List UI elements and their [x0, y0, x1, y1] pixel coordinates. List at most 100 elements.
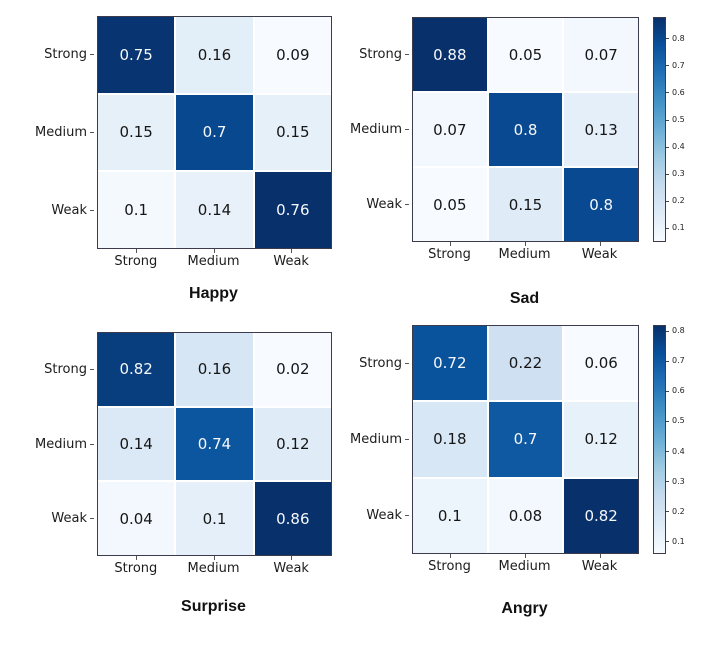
heatmap-cell: 0.07 [413, 93, 487, 166]
colorbar-tick-label: 0.7 [672, 356, 685, 366]
colorbar-gradient [653, 17, 666, 242]
heatmap-grid-happy: 0.75 0.16 0.09 0.15 0.7 0.15 0.1 0.14 0.76 [97, 16, 332, 249]
colorbar-tick-label: 0.5 [672, 115, 685, 124]
x-axis-labels: Strong Medium Weak [412, 554, 637, 574]
heatmap-cell: 0.16 [176, 17, 253, 93]
col-tick-label: Weak [562, 242, 637, 262]
colorbar-tick-mark [666, 360, 669, 362]
x-axis-labels: Strong Medium Weak [97, 249, 330, 269]
colorbar-tick: 0.3 [666, 476, 685, 486]
col-tick-label: Weak [252, 249, 330, 269]
colorbar-tick-mark [666, 451, 669, 453]
colorbar-tick-mark [666, 420, 669, 422]
subplot-sad: Strong Medium Weak 0.88 0.05 0.07 0.07 0.8 0.13… [322, 17, 699, 308]
colorbar-tick-label: 0.2 [672, 506, 685, 516]
colorbar-tick: 0.5 [666, 417, 685, 425]
heatmap-cell: 0.7 [176, 94, 253, 171]
colorbar-tick: 0.7 [666, 357, 685, 365]
y-axis-labels: Strong Medium Weak [322, 325, 412, 554]
heatmap-cell: 0.88 [413, 18, 487, 91]
row-tick-label: Medium [322, 401, 412, 477]
colorbar-tick: 0.3 [666, 170, 685, 178]
colorbar-tick-label: 0.1 [672, 223, 685, 233]
heatmap-cell: 0.76 [254, 172, 331, 248]
colorbar-tick: 0.6 [666, 387, 685, 395]
heatmap-cell: 0.08 [488, 478, 563, 553]
colorbar-tick-label: 0.6 [672, 386, 685, 396]
row-tick-label: Strong [322, 325, 412, 401]
row-tick-label: Medium [322, 92, 412, 167]
heatmap-cell: 0.8 [488, 93, 563, 166]
colorbar-tick-label: 0.5 [672, 416, 685, 426]
colorbar-tick-mark [666, 38, 669, 40]
subplot-title-surprise: Surprise [181, 598, 246, 615]
colorbar-tick: 0.5 [666, 116, 685, 124]
colorbar-tick-mark [666, 173, 669, 175]
colorbar-gradient [653, 325, 666, 554]
colorbar-tick-mark [666, 200, 669, 202]
row-tick-label: Medium [7, 407, 97, 482]
heatmap-cell: 0.86 [254, 482, 331, 555]
colorbar-tick-label: 0.1 [672, 536, 685, 546]
heatmap-cell: 0.82 [98, 333, 175, 406]
heatmap-cell: 0.14 [176, 172, 253, 248]
colorbar-tick-label: 0.8 [672, 33, 685, 43]
heatmap-cell: 0.12 [564, 402, 638, 477]
heatmap-cell: 0.13 [564, 93, 638, 166]
x-axis-labels: Strong Medium Weak [412, 242, 637, 262]
subplot-title-angry: Angry [501, 600, 548, 617]
colorbar-tick-mark [666, 541, 669, 543]
colorbar-tick-mark [666, 330, 669, 332]
heatmap-cell: 0.05 [488, 18, 563, 91]
heatmap-cell: 0.74 [176, 407, 253, 481]
colorbar-tick-label: 0.3 [672, 169, 685, 179]
colorbar-tick: 0.1 [666, 224, 685, 232]
col-tick-label: Medium [487, 242, 562, 262]
col-tick-label: Strong [412, 242, 487, 262]
colorbar-tick-mark [666, 511, 669, 513]
heatmap-cell: 0.15 [488, 168, 563, 241]
colorbar-tick-label: 0.7 [672, 60, 685, 70]
col-tick-label: Medium [175, 249, 253, 269]
col-tick-label: Medium [487, 554, 562, 574]
colorbar-tick-mark [666, 227, 669, 229]
heatmap-cell: 0.22 [488, 326, 563, 401]
heatmap-cell: 0.15 [98, 94, 175, 171]
y-axis-labels: Strong Medium Weak [7, 332, 97, 556]
colorbar-tick-mark [666, 65, 669, 67]
heatmap-cell: 0.16 [176, 333, 253, 406]
heatmap-cell: 0.1 [176, 482, 253, 555]
heatmap-grid-surprise: 0.82 0.16 0.02 0.14 0.74 0.12 0.04 0.1 0.86 [97, 332, 332, 556]
colorbar: 0.8 0.7 0.6 0.5 0.4 0.3 0.2 0.1 [653, 325, 699, 554]
heatmap-grid-sad: 0.88 0.05 0.07 0.07 0.8 0.13 0.05 0.15 0.8 [412, 17, 639, 242]
colorbar-tick-label: 0.4 [672, 142, 685, 152]
row-tick-label: Strong [7, 332, 97, 407]
colorbar-ticks: 0.8 0.7 0.6 0.5 0.4 0.3 0.2 0.1 [666, 17, 699, 242]
col-tick-label: Medium [175, 556, 253, 576]
heatmap-cell: 0.07 [564, 18, 638, 91]
heatmap-cell: 0.18 [413, 402, 487, 477]
heatmap-cell: 0.05 [413, 168, 487, 241]
heatmap-cell: 0.12 [254, 407, 331, 481]
heatmap-cell: 0.7 [488, 402, 563, 477]
row-tick-label: Strong [322, 17, 412, 92]
heatmap-cell: 0.1 [413, 478, 487, 553]
colorbar-tick: 0.4 [666, 446, 685, 456]
colorbar-tick-label: 0.4 [672, 446, 685, 456]
row-tick-label: Strong [7, 16, 97, 94]
heatmap-cell: 0.72 [413, 326, 487, 401]
colorbar-tick-mark [666, 390, 669, 392]
row-tick-label: Weak [7, 481, 97, 556]
heatmap-grid-angry: 0.72 0.22 0.06 0.18 0.7 0.12 0.1 0.08 0.82 [412, 325, 639, 554]
col-tick-label: Weak [252, 556, 330, 576]
row-tick-label: Weak [322, 167, 412, 242]
col-tick-label: Strong [97, 249, 175, 269]
colorbar-tick: 0.7 [666, 60, 685, 70]
colorbar-tick-label: 0.3 [672, 476, 685, 486]
colorbar-tick: 0.2 [666, 197, 685, 205]
heatmap-cell: 0.82 [564, 478, 638, 553]
y-axis-labels: Strong Medium Weak [7, 16, 97, 249]
colorbar-tick: 0.8 [666, 33, 685, 43]
col-tick-label: Weak [562, 554, 637, 574]
subplot-title-happy: Happy [189, 285, 238, 302]
